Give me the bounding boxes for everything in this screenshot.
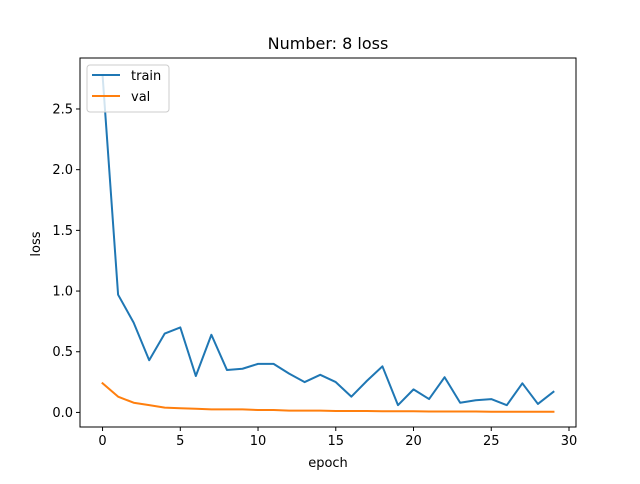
legend-box [86,64,170,113]
y-axis-label: loss [29,231,44,256]
y-tick-label: 0.5 [52,345,73,360]
legend-label-val: val [131,90,150,105]
series-line-val [101,381,555,413]
x-tick-label: 5 [176,434,184,449]
y-tick-label: 2.0 [52,163,73,178]
y-tick-label: 0.0 [52,406,73,421]
legend: train val [86,64,170,113]
legend-label-train: train [131,69,161,84]
chart-title: Number: 8 loss [268,34,389,53]
series-layer [101,73,555,413]
y-tick-label: 1.5 [52,224,73,239]
x-tick-label: 20 [405,434,422,449]
x-tick-label: 15 [328,434,345,449]
y-tick-label: 1.0 [52,285,73,300]
x-tick-label: 10 [250,434,267,449]
x-tick-label: 30 [561,434,578,449]
y-tick-label: 2.5 [52,102,73,117]
series-line-train [101,73,555,407]
x-tick-label: 25 [483,434,500,449]
axes-layer: 0 5 10 15 20 25 30 0.0 0.5 1.0 1.5 2.0 2.5 [52,57,578,449]
axes-frame [79,57,577,428]
x-axis-label: epoch [308,456,348,471]
x-tick-label: 0 [98,434,106,449]
